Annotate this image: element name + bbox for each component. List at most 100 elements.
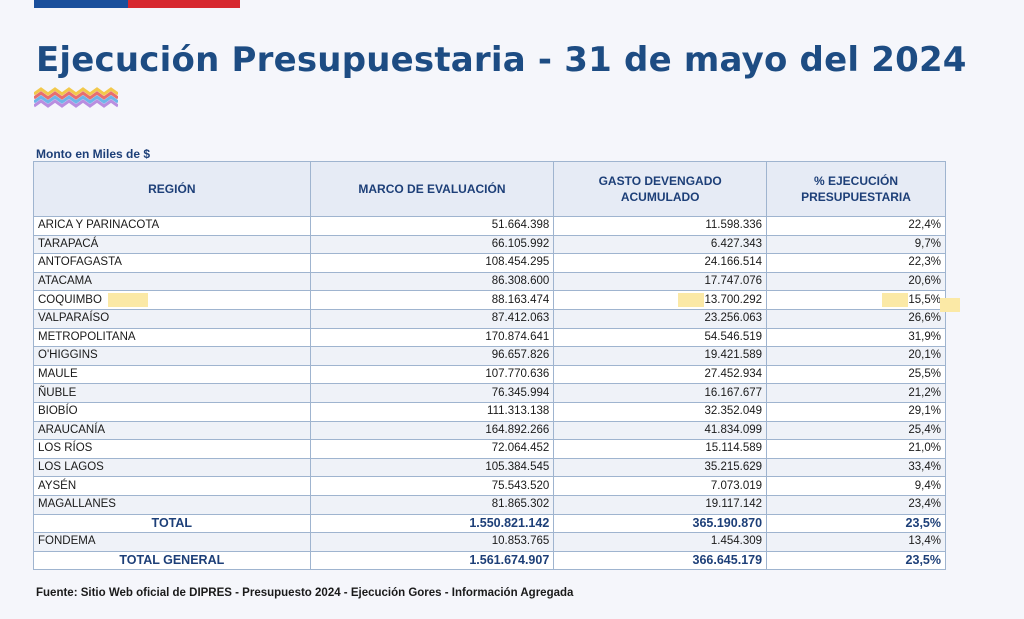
cell-marco-text: 10.853.765 [491, 535, 550, 548]
cell-region-text: TOTAL [151, 515, 193, 530]
cell-marco: 72.064.452 [309, 439, 555, 459]
cell-pct-text: 20,1% [908, 349, 941, 362]
cell-region: ANTOFAGASTA [33, 253, 311, 273]
cell-gasto-text: 19.421.589 [704, 349, 763, 362]
cell-pct: 23,5% [766, 550, 946, 571]
cell-marco-text: 76.345.994 [491, 386, 550, 399]
cell-marco-text: 96.657.826 [491, 349, 550, 362]
source-note: Fuente: Sitio Web oficial de DIPRES - Pr… [36, 587, 574, 599]
cell-region: ATACAMA [33, 271, 311, 292]
cell-region: TOTAL GENERAL [33, 550, 311, 571]
cell-region: LOS LAGOS [33, 457, 311, 478]
cell-region: O'HIGGINS [33, 346, 311, 366]
cell-marco: 51.664.398 [309, 216, 555, 236]
cell-pct: 23,4% [766, 494, 946, 515]
cell-pct: 22,4% [766, 216, 946, 236]
cell-pct: 15,5% [766, 290, 946, 310]
cell-pct: 21,2% [766, 383, 946, 403]
table-row: METROPOLITANA 170.874.641 54.546.519 31,9% [33, 327, 946, 348]
table-row: O'HIGGINS 96.657.826 19.421.589 20,1% [33, 346, 946, 366]
cell-marco: 10.853.765 [309, 532, 555, 552]
cell-gasto-text: 27.452.934 [704, 368, 763, 381]
cell-pct-text: 26,6% [908, 312, 941, 325]
cell-pct: 13,4% [766, 532, 946, 552]
cell-pct: 9,7% [766, 234, 946, 255]
column-header-pct: % EJECUCIÓN PRESUPUESTARIA [766, 161, 946, 217]
cell-gasto: 19.117.142 [553, 494, 768, 515]
cell-marco: 76.345.994 [309, 383, 555, 403]
cell-marco-text: 107.770.636 [485, 368, 550, 381]
cell-marco: 88.163.474 [309, 290, 555, 310]
cell-gasto-text: 366.645.179 [692, 552, 763, 567]
cell-marco: 111.313.138 [309, 401, 555, 422]
cell-region: TOTAL [33, 513, 311, 534]
cell-gasto: 365.190.870 [553, 513, 768, 534]
cell-region-text: MAULE [38, 368, 78, 381]
cell-pct: 21,0% [766, 439, 946, 459]
cell-marco: 75.543.520 [309, 476, 555, 496]
cell-region: ARICA Y PARINACOTA [33, 216, 311, 236]
cell-gasto-text: 54.546.519 [704, 330, 763, 343]
table-row: MAGALLANES 81.865.302 19.117.142 23,4% [33, 494, 946, 515]
cell-pct-text: 23,5% [905, 552, 941, 567]
cell-gasto-text: 17.747.076 [704, 275, 763, 288]
cell-gasto: 6.427.343 [553, 234, 768, 255]
cell-gasto: 41.834.099 [553, 420, 768, 441]
cell-region: TARAPACÁ [33, 234, 311, 255]
cell-pct-text: 9,7% [914, 237, 941, 250]
table-row: MAULE 107.770.636 27.452.934 25,5% [33, 364, 946, 385]
cell-pct-text: 31,9% [908, 330, 941, 343]
cell-pct: 25,5% [766, 364, 946, 385]
cell-pct: 29,1% [766, 401, 946, 422]
cell-region-text: COQUIMBO [38, 293, 102, 306]
total-row: TOTAL 1.550.821.142 365.190.870 23,5% [33, 513, 946, 534]
table-row: AYSÉN 75.543.520 7.073.019 9,4% [33, 476, 946, 496]
column-header-region: REGIÓN [33, 161, 311, 217]
cell-marco: 1.550.821.142 [309, 513, 555, 534]
cell-marco: 1.561.674.907 [309, 550, 555, 571]
cell-marco-text: 51.664.398 [491, 219, 550, 232]
cell-region-text: O'HIGGINS [38, 349, 98, 362]
cell-gasto: 17.747.076 [553, 271, 768, 292]
cell-gasto: 13.700.292 [553, 290, 768, 310]
highlight-mark [678, 292, 705, 307]
cell-pct-text: 20,6% [908, 275, 941, 288]
flag-red-segment [128, 0, 240, 8]
cell-pct: 26,6% [766, 308, 946, 329]
cell-gasto: 32.352.049 [553, 401, 768, 422]
cell-gasto-text: 41.834.099 [704, 423, 763, 436]
cell-gasto: 7.073.019 [553, 476, 768, 496]
cell-marco-text: 1.561.674.907 [469, 552, 550, 567]
cell-pct-text: 25,5% [908, 368, 941, 381]
table-row: ARICA Y PARINACOTA 51.664.398 11.598.336 22… [33, 216, 946, 236]
column-header-marco: MARCO DE EVALUACIÓN [309, 161, 555, 217]
cell-region-text: TARAPACÁ [38, 237, 99, 250]
table-row: TARAPACÁ 66.105.992 6.427.343 9,7% [33, 234, 946, 255]
cell-gasto-text: 35.215.629 [704, 461, 763, 474]
cell-pct-text: 9,4% [914, 479, 941, 492]
cell-gasto: 1.454.309 [553, 532, 768, 552]
cell-gasto-text: 16.167.677 [704, 386, 763, 399]
cell-marco-text: 75.543.520 [491, 479, 550, 492]
cell-pct: 31,9% [766, 327, 946, 348]
cell-gasto: 11.598.336 [553, 216, 768, 236]
cell-region-text: ANTOFAGASTA [38, 256, 122, 269]
flag-blue-segment [34, 0, 128, 8]
cell-region: LOS RÍOS [33, 439, 311, 459]
cell-pct: 25,4% [766, 420, 946, 441]
cell-marco-text: 72.064.452 [491, 442, 550, 455]
cell-gasto-text: 24.166.514 [704, 256, 763, 269]
cell-marco-text: 66.105.992 [491, 237, 550, 250]
cell-pct: 9,4% [766, 476, 946, 496]
cell-gasto-text: 11.598.336 [705, 219, 763, 232]
cell-pct-text: 33,4% [908, 461, 941, 474]
cell-region: BIOBÍO [33, 401, 311, 422]
cell-pct: 20,1% [766, 346, 946, 366]
cell-gasto: 27.452.934 [553, 364, 768, 385]
cell-pct-text: 22,4% [908, 219, 941, 232]
table-row: FONDEMA 10.853.765 1.454.309 13,4% [33, 532, 946, 552]
cell-gasto: 54.546.519 [553, 327, 768, 348]
cell-gasto-text: 1.454.309 [710, 535, 763, 548]
cell-gasto-text: 7.073.019 [710, 479, 763, 492]
decorative-wave-icon [34, 87, 118, 108]
